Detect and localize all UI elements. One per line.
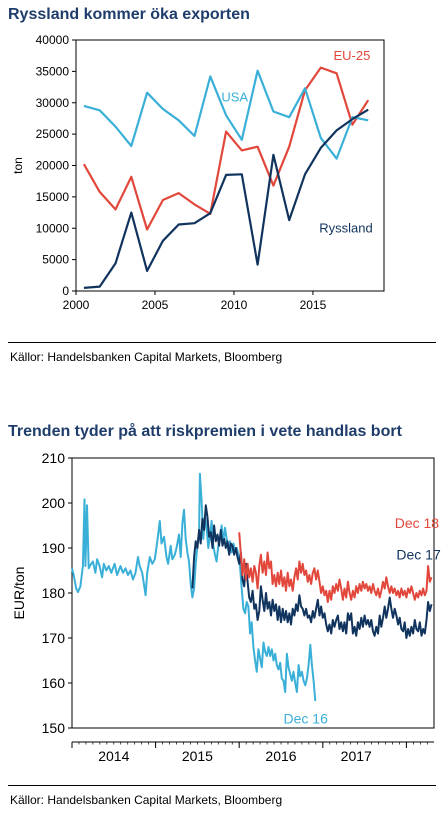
y-tick-label: 10000 bbox=[36, 221, 70, 235]
series-label-dec-17: Dec 17 bbox=[396, 546, 441, 562]
series-line-dec-18 bbox=[238, 532, 433, 603]
x-year-label: 2017 bbox=[341, 748, 372, 764]
chart2-source-divider bbox=[8, 785, 436, 786]
y-tick-label: 170 bbox=[42, 630, 66, 646]
y-tick-label: 150 bbox=[42, 720, 66, 736]
series-label-usa: USA bbox=[221, 89, 248, 104]
x-tick-label: 2010 bbox=[221, 298, 248, 312]
chart2-title: Trenden tyder på att riskpremien i vete … bbox=[8, 423, 402, 440]
x-tick-label: 2000 bbox=[63, 298, 90, 312]
x-year-label: 2016 bbox=[265, 748, 296, 764]
y-tick-label: 5000 bbox=[42, 253, 69, 267]
y-tick-label: 40000 bbox=[36, 33, 70, 47]
y-tick-label: 210 bbox=[42, 450, 66, 466]
y-tick-label: 30000 bbox=[36, 96, 70, 110]
series-line-ryssland bbox=[83, 108, 369, 289]
y-tick-label: 15000 bbox=[36, 190, 70, 204]
chart1-source-divider bbox=[8, 342, 436, 343]
chart1-source: Källor: Handelsbanken Capital Markets, B… bbox=[10, 350, 283, 364]
y-tick-label: 180 bbox=[42, 585, 66, 601]
series-label-dec-18: Dec 18 bbox=[395, 515, 440, 531]
y-tick-label: 200 bbox=[42, 495, 66, 511]
y-axis-label: EUR/ton bbox=[11, 567, 27, 620]
chart2-plot: 150 160 170 180 190 200 210 2014 2015 2016 2017 EUR… bbox=[11, 450, 441, 764]
series-line-dec-16 bbox=[71, 472, 317, 702]
series-label-dec-16: Dec 16 bbox=[284, 711, 329, 727]
x-tick-label: 2005 bbox=[142, 298, 169, 312]
chart1-plot: 0 5000 10000 15000 20000 25000 30000 35000 40000… bbox=[11, 33, 385, 312]
chart2-source: Källor: Handelsbanken Capital Markets, B… bbox=[10, 793, 283, 807]
y-tick-label: 0 bbox=[62, 284, 69, 298]
y-tick-label: 160 bbox=[42, 675, 66, 691]
y-tick-label: 20000 bbox=[36, 159, 70, 173]
chart1-title: Ryssland kommer öka exporten bbox=[8, 6, 250, 23]
y-tick-label: 190 bbox=[42, 540, 66, 556]
series-label-eu-25: EU-25 bbox=[333, 48, 370, 63]
x-year-label: 2015 bbox=[182, 748, 213, 764]
x-year-label: 2014 bbox=[98, 748, 129, 764]
y-axis-label: ton bbox=[11, 157, 25, 174]
series-label-ryssland: Ryssland bbox=[319, 221, 372, 236]
series-line-eu-25 bbox=[82, 66, 370, 231]
series-line-dec-17 bbox=[191, 504, 433, 639]
y-tick-label: 25000 bbox=[36, 127, 70, 141]
series-line-usa bbox=[83, 69, 369, 160]
x-tick-label: 2015 bbox=[300, 298, 327, 312]
y-tick-label: 35000 bbox=[36, 64, 70, 78]
